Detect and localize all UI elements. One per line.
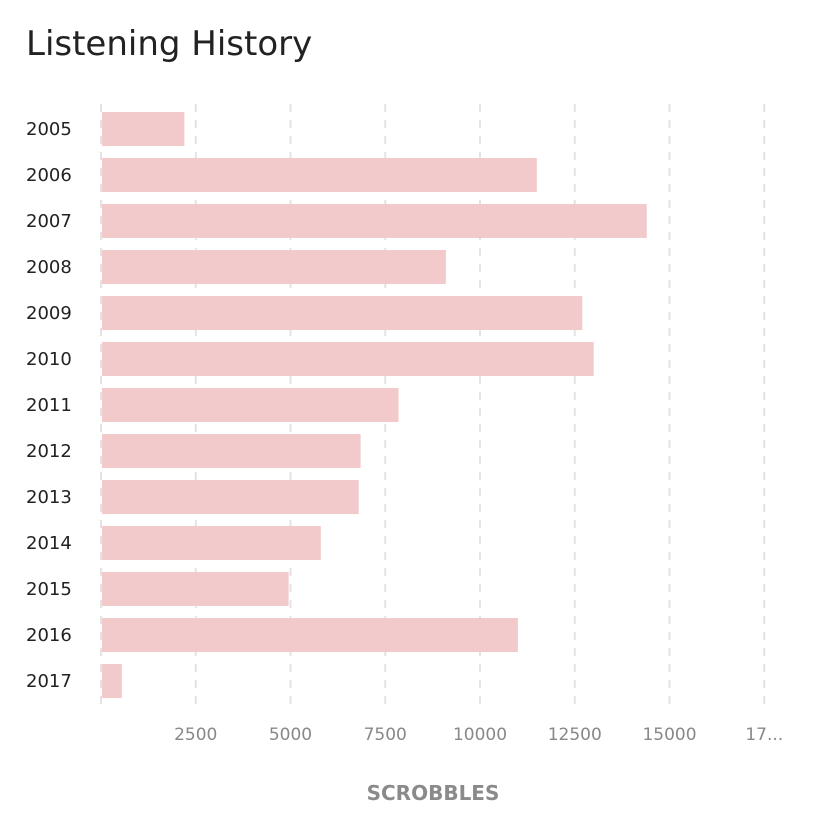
bar-2005[interactable] — [102, 112, 185, 146]
bar-2009[interactable] — [102, 296, 583, 330]
x-tick-label-15000: 15000 — [642, 725, 696, 745]
bar-2011[interactable] — [102, 388, 399, 422]
bar-2016[interactable] — [102, 618, 518, 652]
year-label-2005: 2005 — [26, 119, 72, 140]
x-tick-label-10000: 10000 — [453, 725, 507, 745]
bar-2012[interactable] — [102, 434, 361, 468]
year-label-2010: 2010 — [26, 349, 72, 370]
bar-2007[interactable] — [102, 204, 647, 238]
x-tick-label-7500: 7500 — [364, 725, 407, 745]
bar-2017[interactable] — [102, 664, 122, 698]
year-label-2007: 2007 — [26, 211, 72, 232]
year-label-2006: 2006 — [26, 165, 72, 186]
bar-2013[interactable] — [102, 480, 359, 514]
bar-2010[interactable] — [102, 342, 594, 376]
x-tick-label-2500: 2500 — [174, 725, 217, 745]
x-axis-title: SCROBBLES — [367, 781, 500, 805]
bar-2015[interactable] — [102, 572, 289, 606]
x-tick-labels: 2500 5000 7500 10000 12500 15000 17... — [174, 725, 783, 745]
bars — [102, 112, 647, 698]
year-label-2016: 2016 — [26, 625, 72, 646]
bar-2008[interactable] — [102, 250, 446, 284]
year-label-2013: 2013 — [26, 487, 72, 508]
x-tick-label-5000: 5000 — [269, 725, 312, 745]
year-label-2015: 2015 — [26, 579, 72, 600]
year-label-2017: 2017 — [26, 671, 72, 692]
year-label-2012: 2012 — [26, 441, 72, 462]
year-label-2011: 2011 — [26, 395, 72, 416]
year-label-2014: 2014 — [26, 533, 72, 554]
bar-2014[interactable] — [102, 526, 321, 560]
x-tick-label-17500: 17... — [745, 725, 783, 745]
chart-title: Listening History — [26, 24, 313, 64]
bar-2006[interactable] — [102, 158, 537, 192]
x-tick-label-12500: 12500 — [548, 725, 602, 745]
year-label-2008: 2008 — [26, 257, 72, 278]
year-labels: 2005 2006 2007 2008 2009 2010 2011 2012 2013 2014… — [26, 119, 72, 692]
year-label-2009: 2009 — [26, 303, 72, 324]
